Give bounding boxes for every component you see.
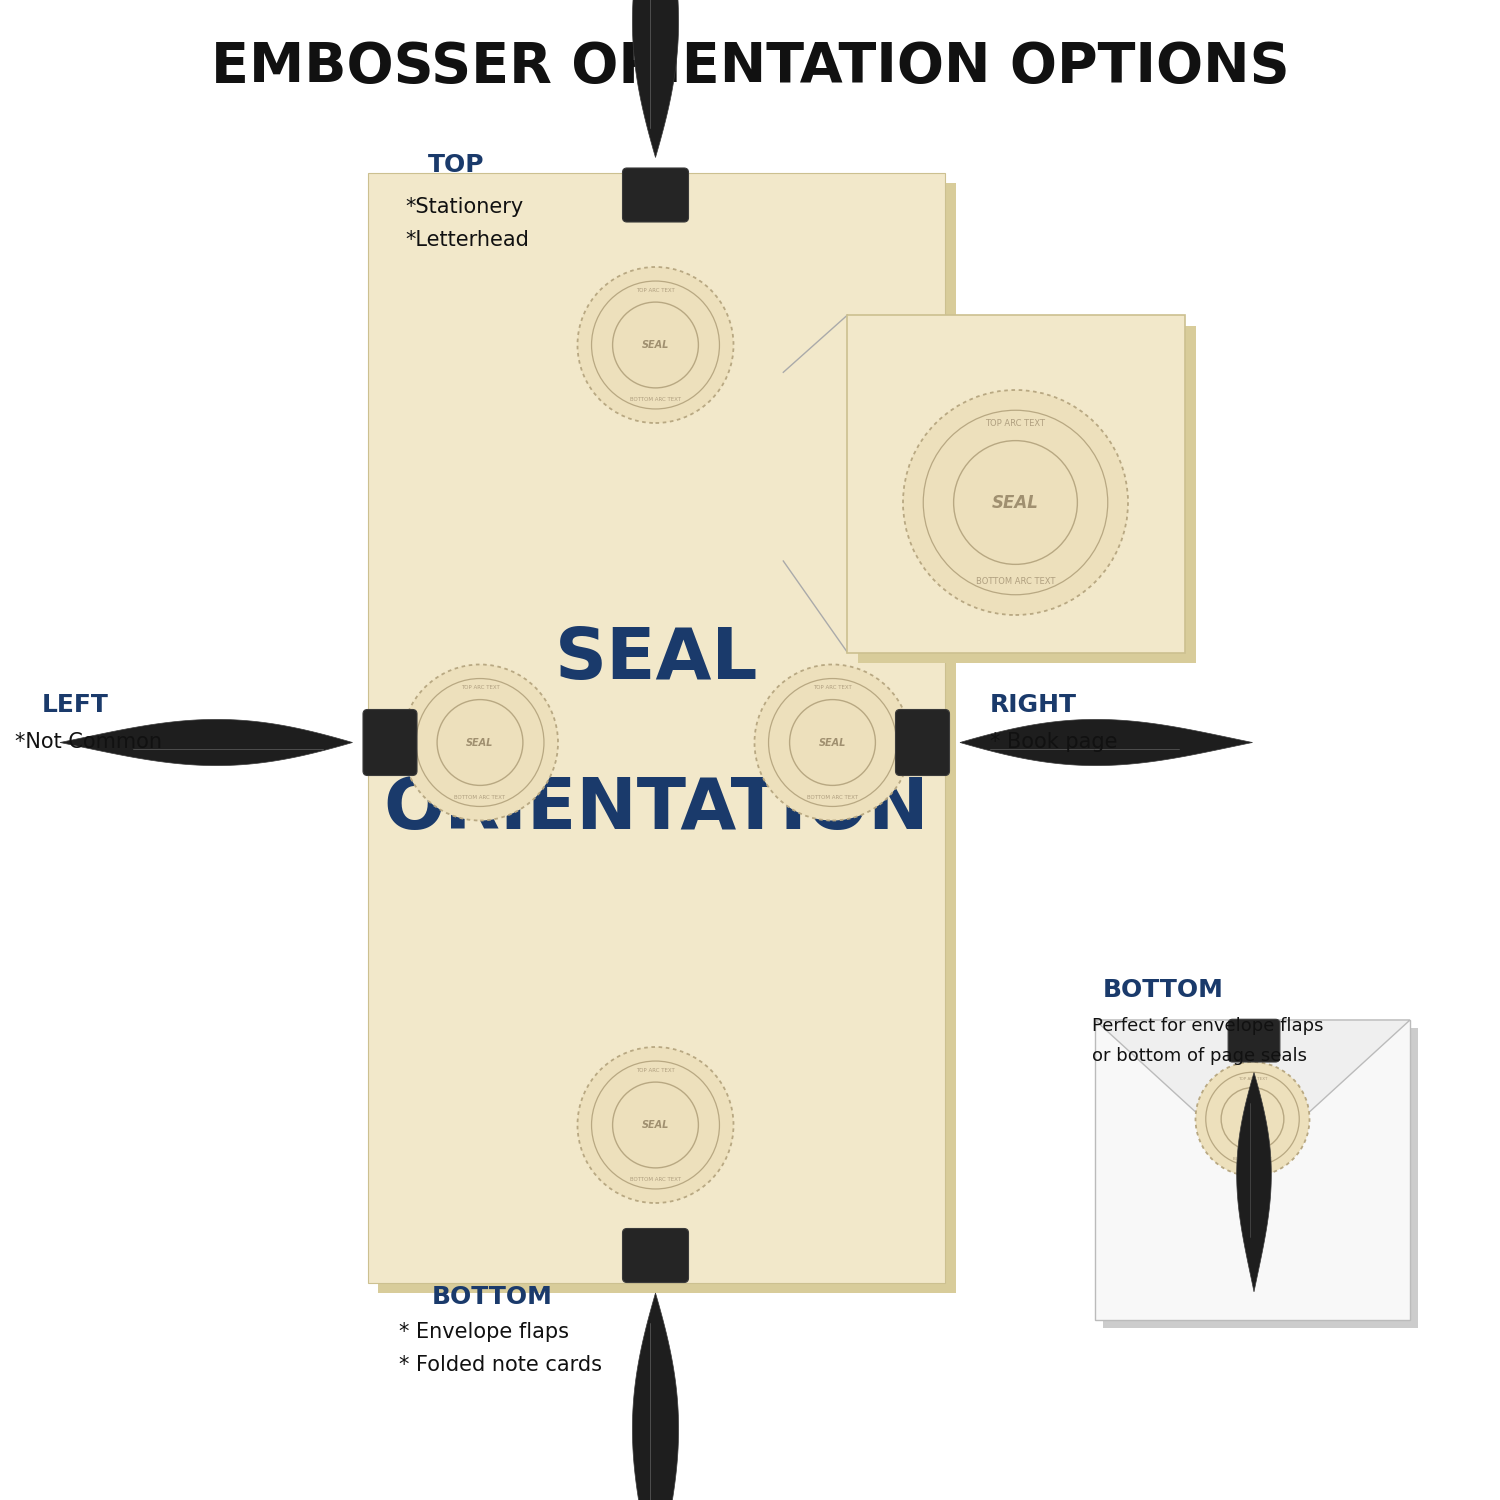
Circle shape <box>578 1047 734 1203</box>
Text: BOTTOM: BOTTOM <box>432 1286 554 1310</box>
FancyBboxPatch shape <box>622 1228 688 1282</box>
Text: SEAL: SEAL <box>642 340 669 350</box>
Text: BOTTOM ARC TEXT: BOTTOM ARC TEXT <box>630 1178 681 1182</box>
Circle shape <box>578 267 734 423</box>
Text: LEFT: LEFT <box>42 693 110 717</box>
Polygon shape <box>1236 1072 1272 1292</box>
Text: SEAL: SEAL <box>466 738 494 747</box>
Circle shape <box>1196 1062 1310 1176</box>
Text: RIGHT: RIGHT <box>990 693 1077 717</box>
Text: TOP: TOP <box>427 153 484 177</box>
FancyBboxPatch shape <box>368 172 945 1282</box>
Text: *Not Common: *Not Common <box>15 732 162 753</box>
FancyBboxPatch shape <box>896 710 950 776</box>
Text: SEAL: SEAL <box>555 626 758 694</box>
Text: BOTTOM ARC TEXT: BOTTOM ARC TEXT <box>807 795 858 800</box>
Text: *Stationery: *Stationery <box>405 196 524 217</box>
Circle shape <box>754 664 910 820</box>
Text: BOTTOM ARC TEXT: BOTTOM ARC TEXT <box>454 795 506 800</box>
FancyBboxPatch shape <box>1228 1020 1280 1062</box>
Polygon shape <box>1095 1020 1410 1164</box>
Text: * Folded note cards: * Folded note cards <box>399 1354 602 1376</box>
Polygon shape <box>960 720 1252 765</box>
Text: SEAL: SEAL <box>819 738 846 747</box>
Text: or bottom of page seals: or bottom of page seals <box>1092 1047 1306 1065</box>
Text: TOP ARC TEXT: TOP ARC TEXT <box>636 288 675 292</box>
Text: TOP ARC TEXT: TOP ARC TEXT <box>636 1068 675 1072</box>
FancyBboxPatch shape <box>622 168 688 222</box>
FancyBboxPatch shape <box>847 315 1185 652</box>
Polygon shape <box>633 1293 678 1500</box>
Circle shape <box>402 664 558 820</box>
FancyBboxPatch shape <box>378 183 956 1293</box>
Circle shape <box>903 390 1128 615</box>
Text: *Letterhead: *Letterhead <box>405 230 530 251</box>
Polygon shape <box>60 720 352 765</box>
Text: SEAL: SEAL <box>992 494 1039 512</box>
Text: * Book page: * Book page <box>990 732 1118 753</box>
Text: EMBOSSER ORIENTATION OPTIONS: EMBOSSER ORIENTATION OPTIONS <box>210 40 1290 94</box>
FancyBboxPatch shape <box>1102 1028 1418 1328</box>
Text: BOTTOM ARC TEXT: BOTTOM ARC TEXT <box>630 398 681 402</box>
Text: SEAL: SEAL <box>1242 1116 1263 1122</box>
Polygon shape <box>633 0 678 158</box>
Text: TOP ARC TEXT: TOP ARC TEXT <box>813 686 852 690</box>
Text: BOTTOM ARC TEXT: BOTTOM ARC TEXT <box>1233 1156 1272 1161</box>
Text: ORIENTATION: ORIENTATION <box>384 776 928 844</box>
Text: Perfect for envelope flaps: Perfect for envelope flaps <box>1092 1017 1323 1035</box>
Text: BOTTOM ARC TEXT: BOTTOM ARC TEXT <box>976 576 1054 585</box>
Text: * Envelope flaps: * Envelope flaps <box>399 1322 568 1342</box>
Text: TOP ARC TEXT: TOP ARC TEXT <box>986 419 1046 429</box>
Text: BOTTOM: BOTTOM <box>1102 978 1224 1002</box>
Text: TOP ARC TEXT: TOP ARC TEXT <box>1238 1077 1268 1082</box>
FancyBboxPatch shape <box>363 710 417 776</box>
Text: SEAL: SEAL <box>642 1120 669 1130</box>
FancyBboxPatch shape <box>1095 1020 1410 1320</box>
Text: TOP ARC TEXT: TOP ARC TEXT <box>460 686 500 690</box>
FancyBboxPatch shape <box>858 326 1196 663</box>
